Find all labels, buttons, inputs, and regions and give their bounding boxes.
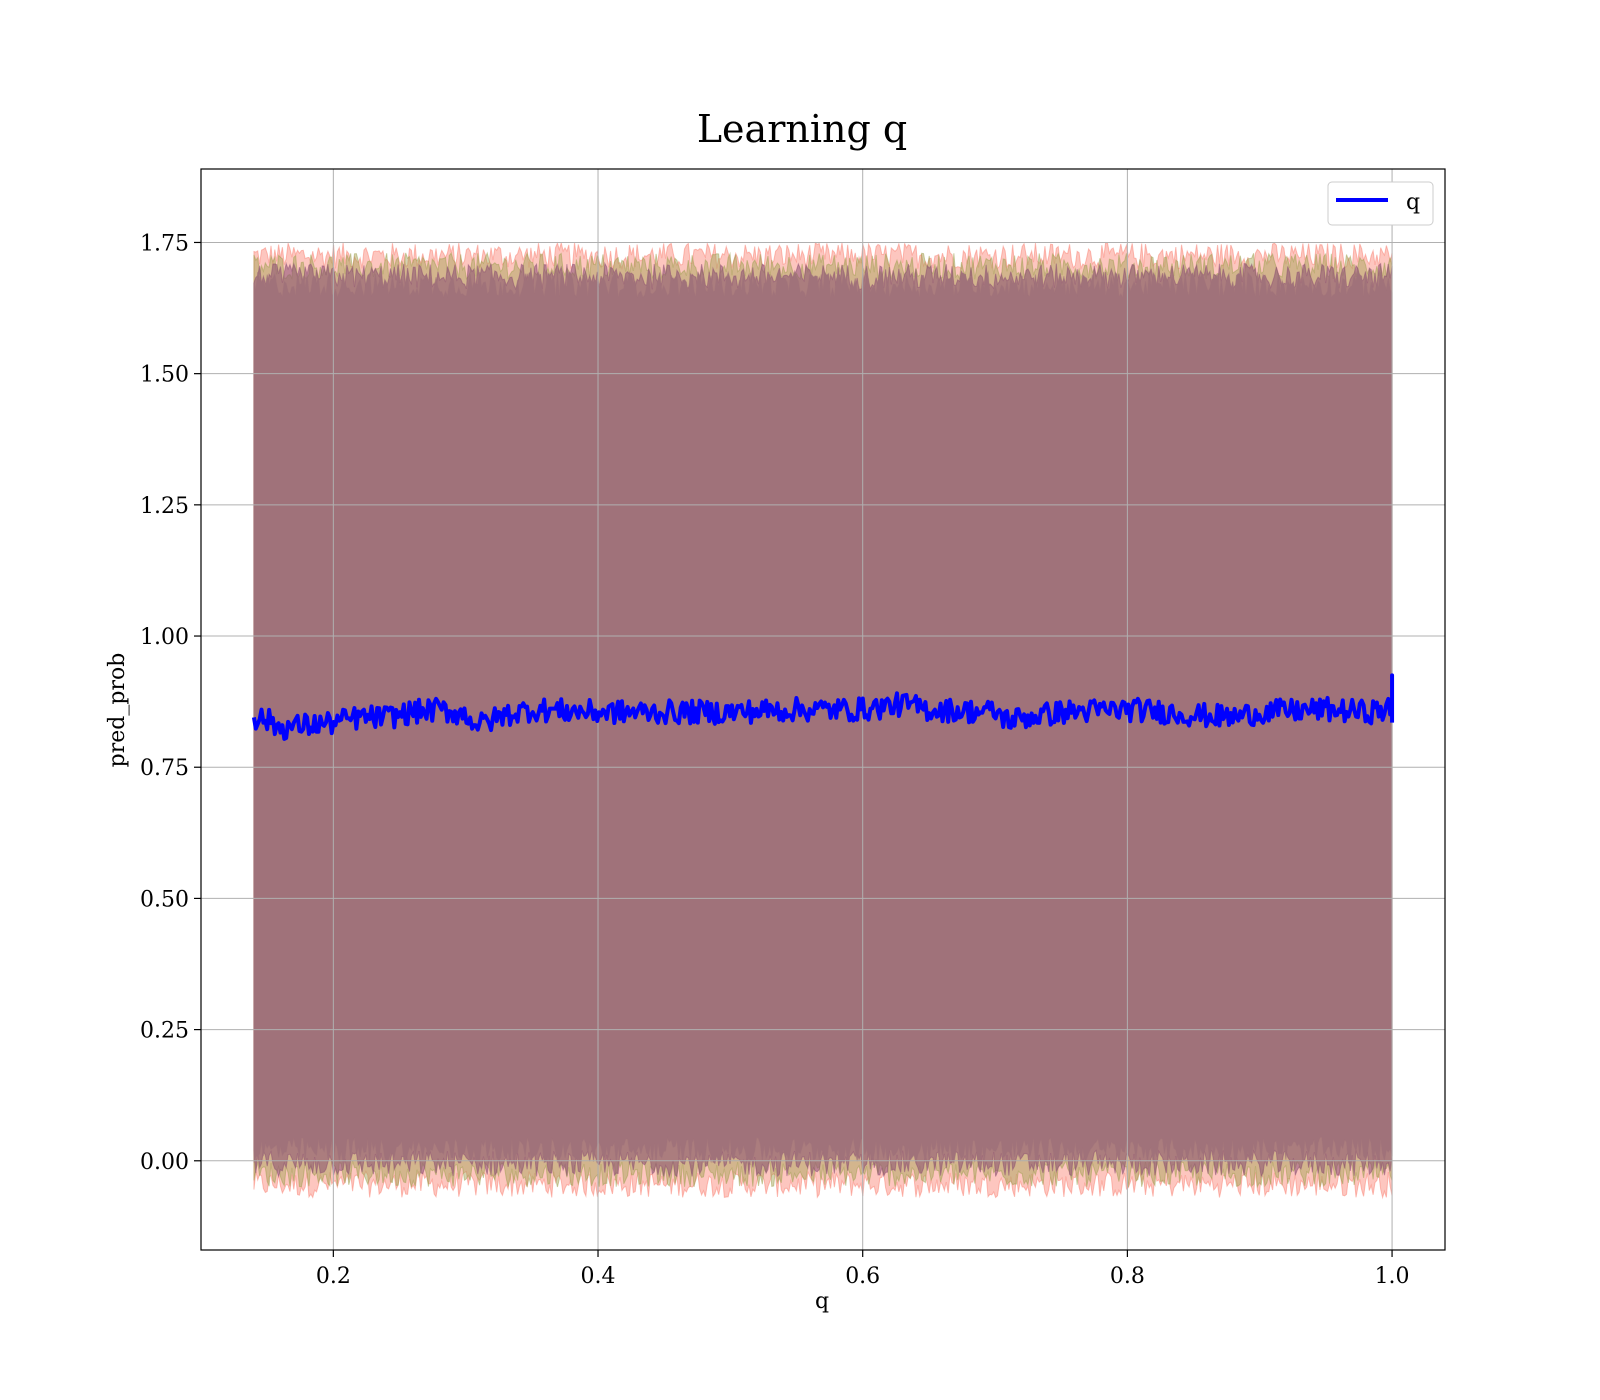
y-axis-title: pred_prob <box>105 653 130 768</box>
legend: q <box>1327 181 1434 226</box>
legend-box <box>1327 181 1434 226</box>
x-axis: 0.2 0.4 0.6 0.8 1.0 <box>316 1250 1410 1289</box>
y-tick-label: 0.00 <box>140 1150 189 1175</box>
chart-title: Learning q <box>697 107 907 151</box>
x-tick-label: 0.6 <box>845 1264 880 1289</box>
y-tick-label: 1.50 <box>140 363 189 388</box>
y-axis: 0.00 0.25 0.50 0.75 1.00 1.25 1.50 1.75 <box>140 231 201 1175</box>
series-line-q <box>251 673 1395 741</box>
y-tick-label: 1.00 <box>140 625 189 650</box>
uncertainty-bands <box>253 241 1393 1200</box>
y-tick-label: 0.25 <box>140 1019 189 1044</box>
y-tick-label: 1.25 <box>140 494 189 519</box>
x-tick-label: 1.0 <box>1375 1264 1410 1289</box>
plot-frame <box>200 168 1446 1251</box>
y-tick-label: 1.75 <box>140 231 189 256</box>
y-tick-label: 0.75 <box>140 756 189 781</box>
y-tick-label: 0.50 <box>140 887 189 912</box>
x-tick-label: 0.8 <box>1110 1264 1145 1289</box>
x-tick-label: 0.4 <box>581 1264 616 1289</box>
series-layer <box>251 673 1395 741</box>
legend-label-q: q <box>1406 190 1420 215</box>
x-tick-label: 0.2 <box>316 1264 351 1289</box>
x-axis-title: q <box>815 1289 829 1314</box>
